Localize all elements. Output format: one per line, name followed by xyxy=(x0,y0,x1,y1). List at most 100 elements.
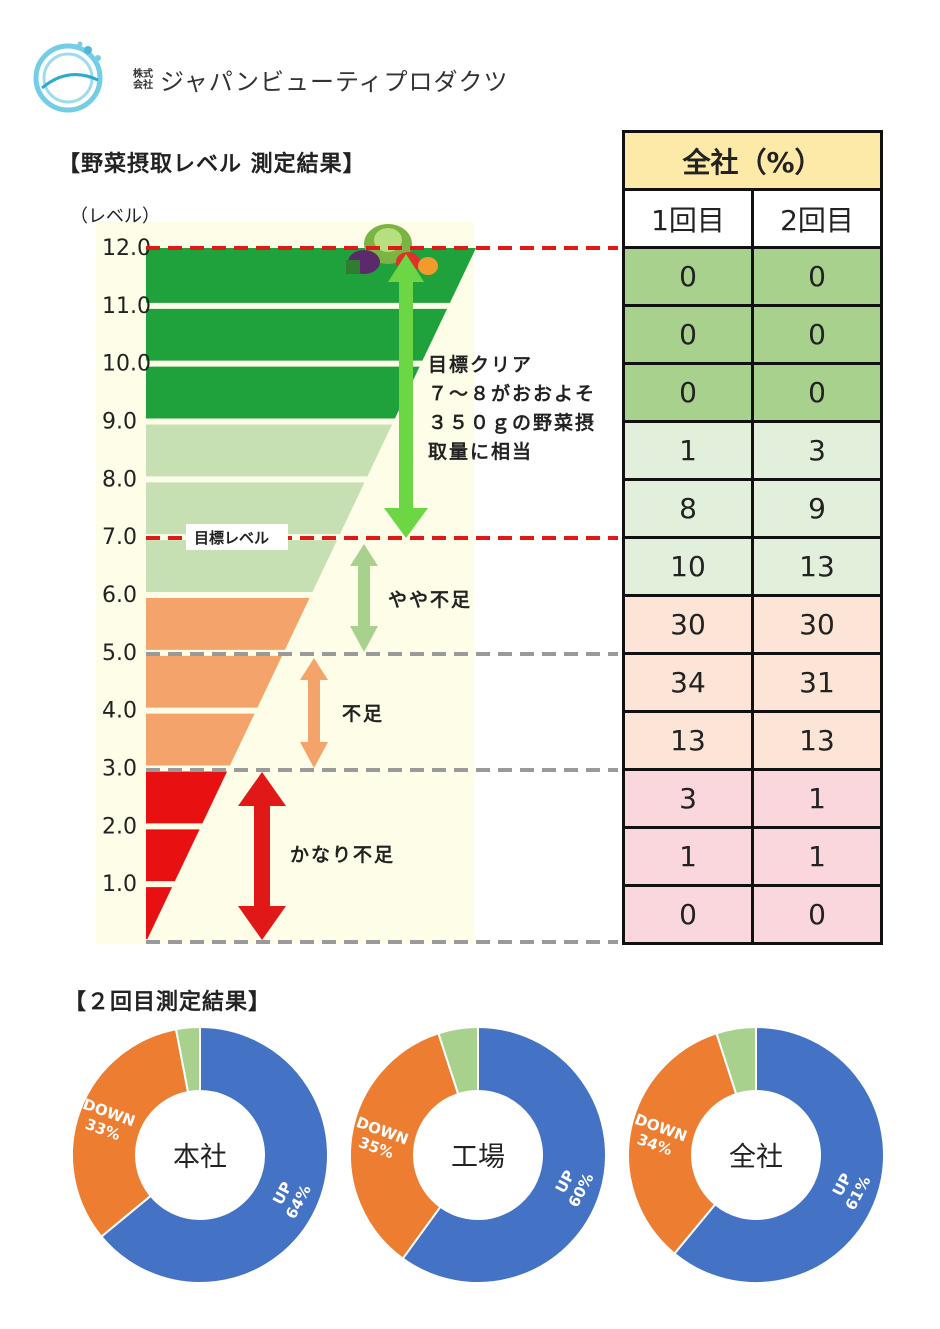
cell-second: 13 xyxy=(751,536,883,597)
level-tick-label: 12.0 xyxy=(102,236,151,261)
cell-second: 1 xyxy=(751,826,883,887)
level-band-5 xyxy=(146,655,283,708)
company-name: 株式会社 ジャパンビューティプロダクツ xyxy=(132,62,509,97)
level-tick-label: 11.0 xyxy=(102,294,151,319)
cell-first: 0 xyxy=(622,884,754,945)
donut-chart-honsha: UP 64% DOWN 33% 本社 xyxy=(71,1025,332,1290)
donut-slice-up xyxy=(673,1025,885,1284)
cell-second: 0 xyxy=(751,246,883,307)
clear-label-line1: 目標クリア xyxy=(428,353,533,376)
donut-center-title: 全社 xyxy=(729,1142,783,1173)
level-tick-label: 5.0 xyxy=(102,641,137,666)
cell-first: 10 xyxy=(622,536,754,597)
cell-second: 0 xyxy=(751,362,883,423)
section-title-levels: 【野菜摂取レベル 測定結果】 xyxy=(58,152,366,177)
level-band-8 xyxy=(146,482,365,535)
clear-label-line2: ７～８がおおよそ xyxy=(428,382,596,405)
company-logo xyxy=(33,41,103,113)
cell-first: 3 xyxy=(622,768,754,829)
donut-slice-other xyxy=(437,1025,479,1096)
level-band-3 xyxy=(146,771,228,824)
cell-first: 0 xyxy=(622,246,754,307)
level-distribution-table: 全社（%） 1回目 2回目 0 0 0 0 0 0 1 3 8 9 10 13 30 30 34 31 13 13… xyxy=(622,130,883,945)
clear-label-line3: ３５０ｇの野菜摂 xyxy=(428,411,596,435)
donut-chart-kojo: UP 60% DOWN 35% 工場 xyxy=(349,1025,610,1290)
cell-second: 31 xyxy=(751,652,883,713)
table-row: 10 13 xyxy=(622,536,883,597)
clear-range-arrow xyxy=(384,254,428,538)
donut-slice-other xyxy=(174,1025,201,1094)
target-label-box xyxy=(186,524,288,550)
level-band-6 xyxy=(146,598,310,650)
cell-second: 3 xyxy=(751,420,883,481)
level-tick-label: 2.0 xyxy=(102,814,137,839)
level-band-2 xyxy=(146,829,200,882)
level-band-1 xyxy=(146,887,173,939)
lack-label: 不足 xyxy=(342,703,384,725)
donut-slice-up xyxy=(99,1025,329,1284)
level-tick-label: 8.0 xyxy=(102,467,137,492)
slight-label: やや不足 xyxy=(388,589,472,611)
level-tick-label: 3.0 xyxy=(102,757,137,782)
level-tick-label: 9.0 xyxy=(102,410,137,435)
level-tick-label: 1.0 xyxy=(102,872,137,897)
column-header-second: 2回目 xyxy=(751,188,883,249)
cell-first: 34 xyxy=(622,652,754,713)
level-band-9 xyxy=(146,424,393,477)
cell-first: 0 xyxy=(622,362,754,423)
table-row: 13 13 xyxy=(622,710,883,771)
table-row: 34 31 xyxy=(622,652,883,713)
level-band-12 xyxy=(146,248,476,303)
cell-second: 30 xyxy=(751,594,883,655)
lack-range-arrow xyxy=(300,658,328,768)
cell-first: 13 xyxy=(622,710,754,771)
cell-second: 9 xyxy=(751,478,883,539)
cell-first: 1 xyxy=(622,420,754,481)
section-title-second: 【２回目測定結果】 xyxy=(64,990,272,1015)
clear-label-line4: 取量に相当 xyxy=(428,440,533,463)
level-band-11 xyxy=(146,308,448,361)
slight-range-arrow xyxy=(350,544,378,652)
column-header-first: 1回目 xyxy=(622,188,754,249)
donut-center-title: 工場 xyxy=(451,1142,505,1173)
cell-second: 0 xyxy=(751,884,883,945)
donut-slice-down xyxy=(627,1032,738,1256)
level-ladder: （レベル） 12.0 11.0 10.0 9.0 8.0 7.0 6.0 5.0 4.0 3.0 2… xyxy=(70,206,618,944)
cell-first: 30 xyxy=(622,594,754,655)
donut-slice-down xyxy=(71,1028,190,1238)
level-tick-label: 4.0 xyxy=(102,699,137,724)
company-name-text: ジャパンビューティプロダクツ xyxy=(160,68,509,96)
table-header: 全社（%） xyxy=(622,130,883,191)
cell-second: 13 xyxy=(751,710,883,771)
cell-second: 1 xyxy=(751,768,883,829)
donut-slice-down xyxy=(349,1032,460,1260)
level-unit-label: （レベル） xyxy=(70,206,160,227)
donut-slice-other xyxy=(715,1025,757,1096)
level-tick-label: 6.0 xyxy=(102,583,137,608)
donut-center-title: 本社 xyxy=(173,1142,227,1173)
severe-label: かなり不足 xyxy=(290,844,395,866)
cell-first: 1 xyxy=(622,826,754,887)
level-band-4 xyxy=(146,713,255,766)
donut-slice-up xyxy=(401,1025,607,1284)
table-row: 30 30 xyxy=(622,594,883,655)
level-tick-label: 7.0 xyxy=(102,525,137,550)
target-label: 目標レベル xyxy=(194,529,269,547)
donut-chart-zensha: UP 61% DOWN 34% 全社 xyxy=(627,1025,888,1290)
company-prefix: 株式会社 xyxy=(133,68,153,91)
cell-first: 0 xyxy=(622,304,754,365)
cell-second: 0 xyxy=(751,304,883,365)
level-tick-label: 10.0 xyxy=(102,352,151,377)
cell-first: 8 xyxy=(622,478,754,539)
level-band-7 xyxy=(146,540,338,592)
level-band-10 xyxy=(146,366,420,419)
severe-range-arrow xyxy=(238,772,286,940)
